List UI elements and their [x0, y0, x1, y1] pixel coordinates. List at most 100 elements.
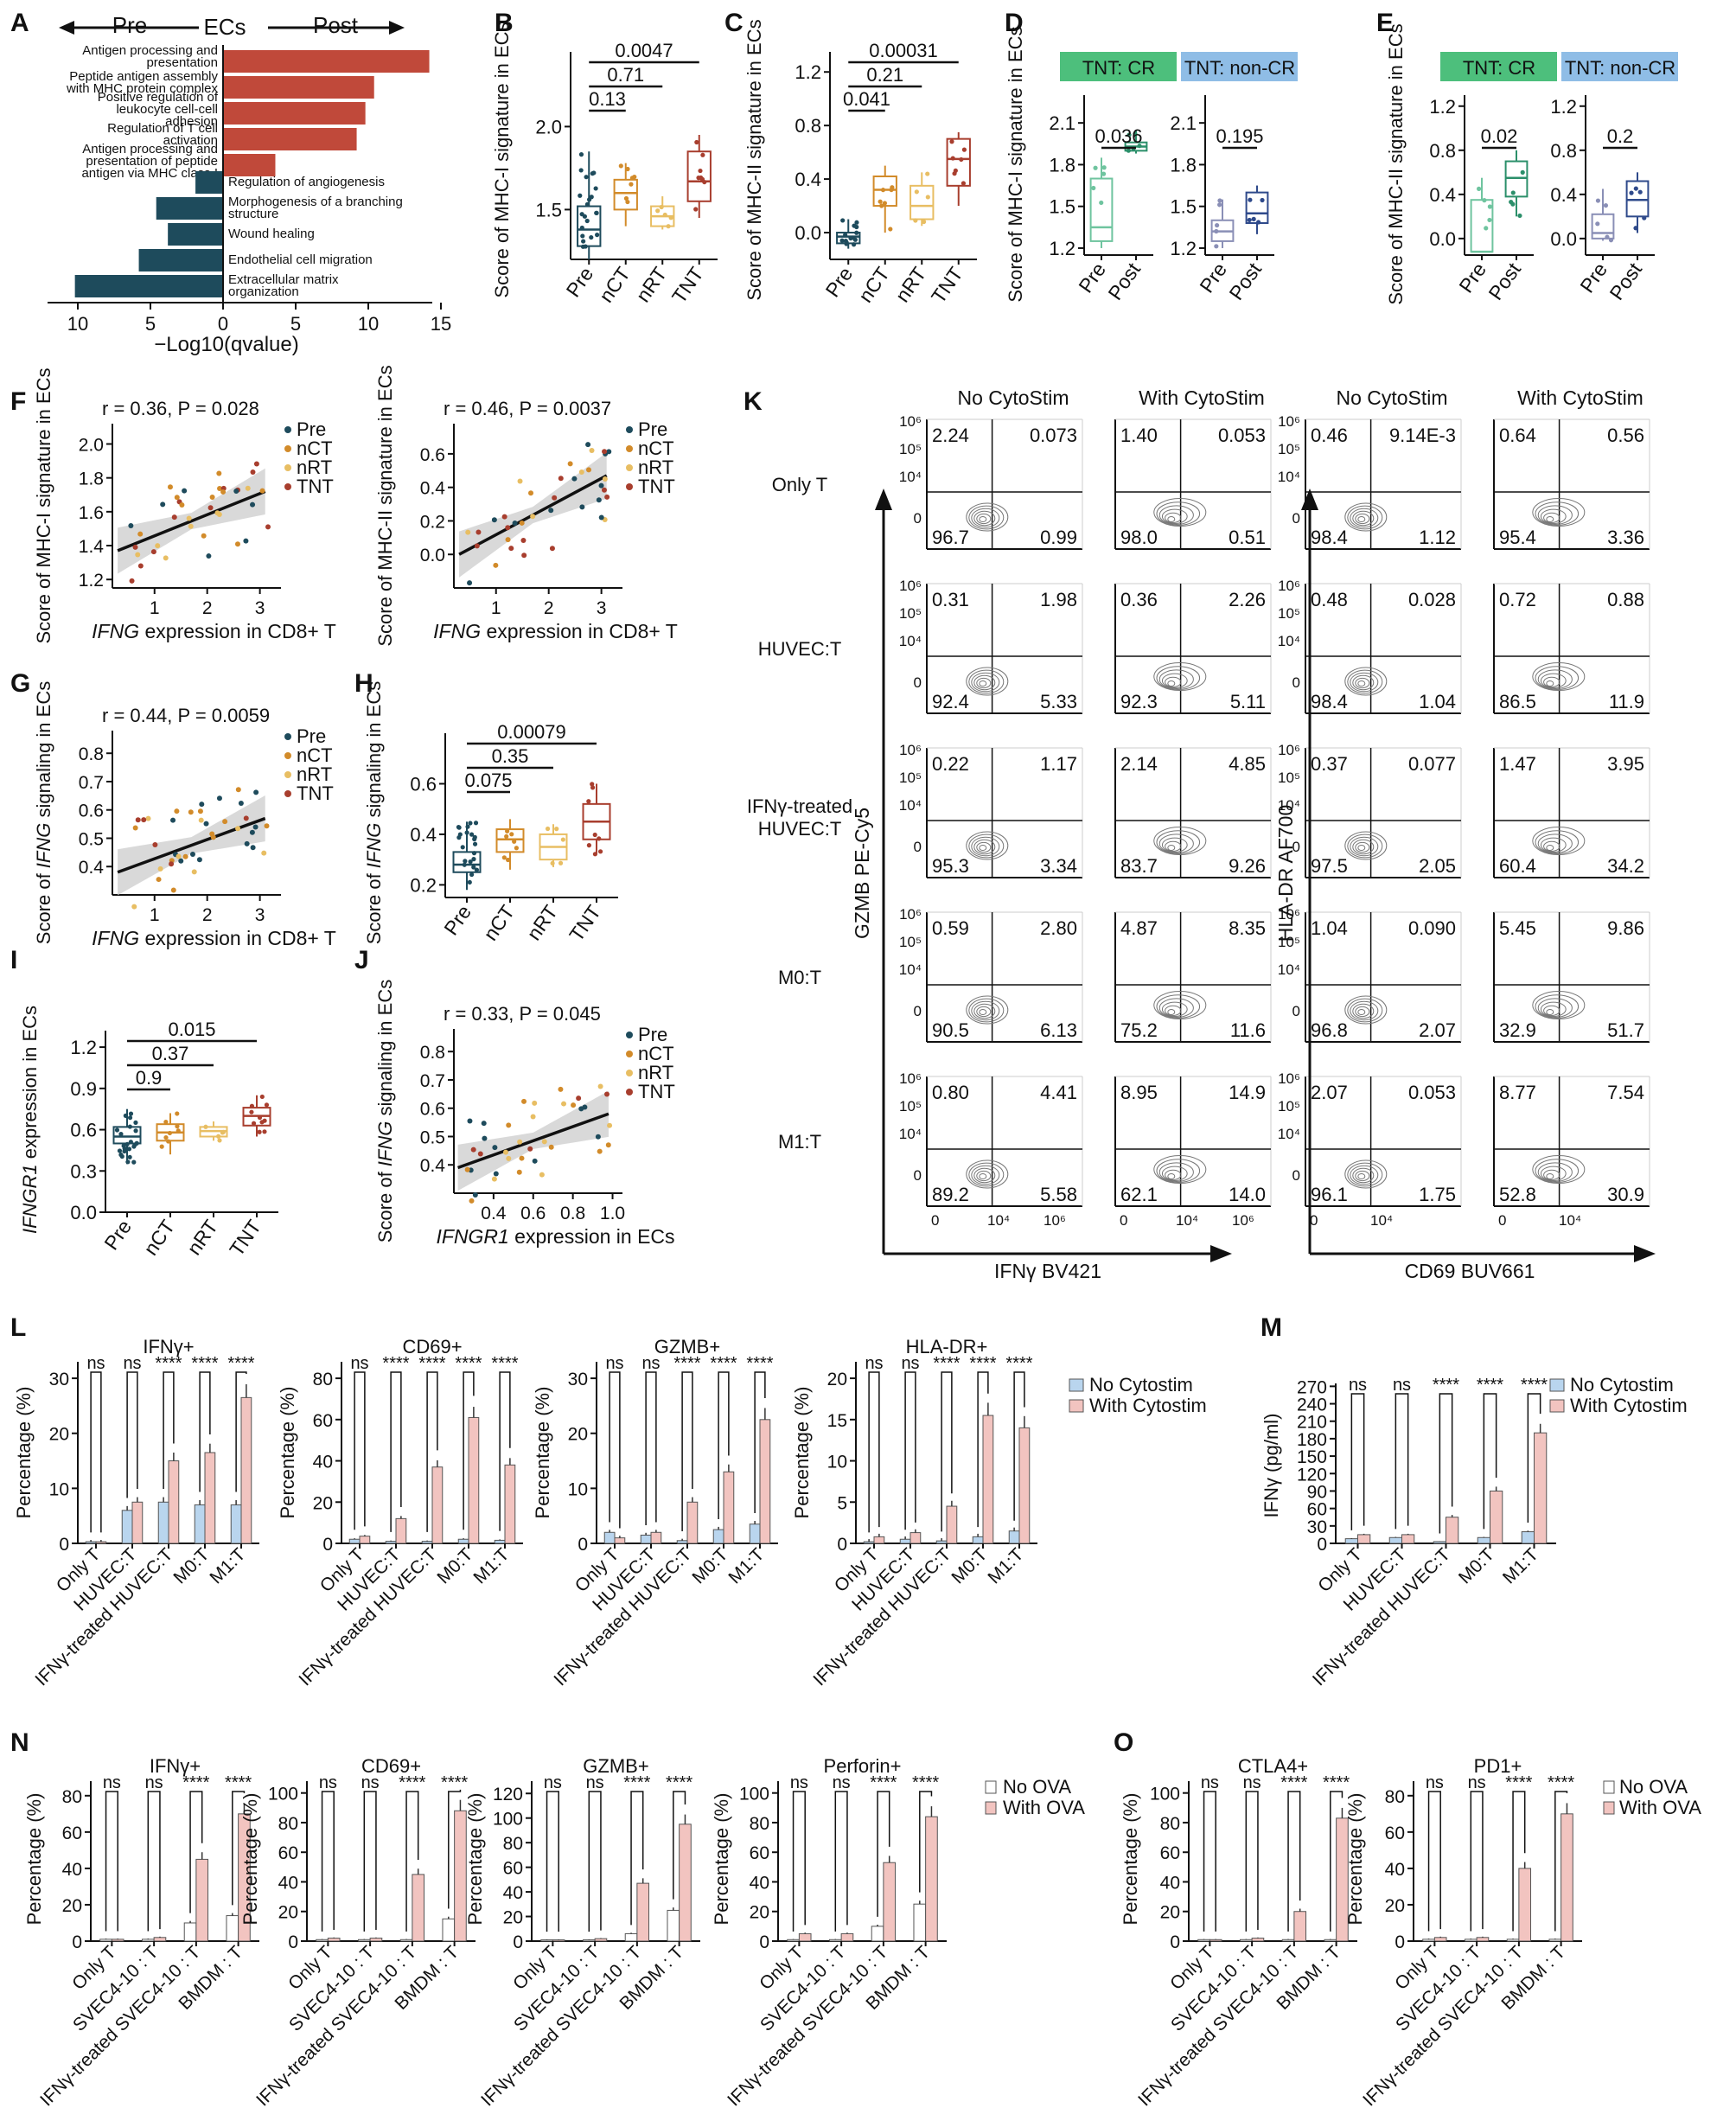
bar — [787, 1939, 800, 1942]
bar — [230, 1504, 242, 1544]
contour — [1350, 508, 1379, 528]
data-point — [579, 212, 584, 217]
data-point — [552, 495, 558, 501]
contour — [1537, 1162, 1573, 1182]
quadrant-value: 62.1 — [1120, 1184, 1158, 1205]
bar — [1433, 1541, 1446, 1544]
contour — [1352, 1167, 1375, 1184]
flow-plot: 2.24 0.073 96.7 0.99 10⁶ 10⁵ 10⁴ 0 — [899, 413, 1083, 550]
contour — [1153, 827, 1207, 855]
quadrant-value: 0.31 — [932, 589, 969, 610]
tick-label: 0 — [914, 839, 922, 855]
quadrant-value: 0.22 — [932, 753, 969, 775]
tick-label: 20 — [62, 1896, 82, 1916]
data-point — [238, 800, 244, 806]
significance-label: ns — [1243, 1773, 1261, 1792]
quadrant-value: 8.95 — [1120, 1082, 1158, 1103]
contour — [1347, 505, 1383, 530]
arrow-head — [1634, 1245, 1656, 1262]
contour — [1167, 845, 1176, 851]
data-point — [1248, 197, 1253, 202]
data-point — [471, 865, 476, 870]
data-point — [1099, 200, 1104, 206]
data-point — [625, 166, 630, 172]
contour — [976, 677, 992, 689]
data-point — [629, 176, 635, 181]
significance-label: **** — [1477, 1376, 1503, 1395]
contour — [1158, 505, 1194, 526]
tick-label: 0.8 — [420, 1043, 445, 1063]
data-point — [201, 533, 207, 539]
significance-label: ns — [1468, 1773, 1486, 1792]
data-point — [558, 476, 564, 482]
category-label: M0:T — [433, 1544, 476, 1587]
term-line: activation — [163, 133, 218, 148]
column-header: No CytoStim — [1336, 386, 1447, 409]
term-line: Positive regulation of — [98, 90, 219, 105]
tick-label: 0.8 — [560, 1204, 585, 1223]
contour — [1546, 845, 1554, 851]
tick-label: 1.2 — [1049, 238, 1075, 259]
data-point — [176, 853, 182, 859]
panel-letter: J — [354, 946, 369, 974]
subplot-title: IFNγ+ — [150, 1755, 201, 1777]
data-point — [1133, 131, 1138, 137]
data-point — [558, 860, 564, 865]
data-point — [128, 1140, 133, 1145]
legend-swatch — [284, 483, 291, 490]
label-part-0: IFNG — [92, 620, 139, 642]
bar — [594, 1938, 608, 1942]
arrow-head — [875, 489, 892, 510]
data-point — [474, 867, 480, 872]
subpanel-title-bg — [1440, 52, 1557, 81]
data-point — [179, 502, 185, 508]
significance-bracket — [919, 1791, 933, 1893]
quadrant-value: 4.87 — [1120, 917, 1158, 939]
data-point — [1517, 213, 1522, 219]
tick-label: 0.8 — [1429, 140, 1456, 162]
panel-letter: E — [1376, 9, 1394, 37]
legend-label: Pre — [297, 418, 326, 440]
bar — [1477, 1536, 1490, 1544]
quadrant-value: 89.2 — [932, 1184, 969, 1205]
tick-label: 0 — [1292, 839, 1300, 855]
axis-title: GZMB PE-Cy5 — [851, 808, 873, 939]
tick-label: 270 — [1297, 1377, 1327, 1397]
tick-label: 40 — [503, 1883, 523, 1903]
panel-letter: M — [1261, 1313, 1282, 1342]
y-axis-title: Score of MHC-I signature in ECs — [491, 22, 513, 297]
contour — [1532, 991, 1586, 1019]
bar — [1560, 1813, 1573, 1942]
label-part-0: Score of MHC-I signature in ECs — [1005, 26, 1026, 302]
category-label: Pre — [99, 1216, 136, 1254]
subplot-title: PD1+ — [1474, 1755, 1522, 1777]
data-point — [220, 489, 227, 495]
label-part-0: IFNGR1 — [436, 1225, 508, 1248]
data-point — [132, 825, 138, 831]
data-point — [597, 1148, 603, 1154]
significance-label: **** — [225, 1773, 252, 1792]
term-line: Antigen processing and — [82, 142, 218, 156]
legend-label: Pre — [297, 725, 326, 747]
data-point — [843, 233, 848, 238]
data-point — [465, 529, 471, 535]
quadrant-value: 0.46 — [1311, 425, 1348, 446]
p-value: 0.21 — [866, 64, 903, 86]
quadrant-value: 0.028 — [1408, 589, 1456, 610]
significance-bracket — [405, 1791, 419, 1932]
data-point — [589, 447, 595, 453]
data-point — [243, 815, 249, 821]
contour — [1537, 669, 1573, 690]
data-point — [156, 877, 162, 883]
tick-label: 40 — [750, 1873, 769, 1893]
data-point — [265, 524, 271, 530]
tick-label: 60 — [278, 1843, 298, 1863]
data-point — [882, 201, 888, 206]
data-point — [124, 1141, 130, 1147]
label-part-0: IFNG — [92, 927, 139, 949]
data-point — [1605, 234, 1610, 240]
data-point — [470, 1147, 476, 1153]
data-point — [521, 1098, 527, 1104]
